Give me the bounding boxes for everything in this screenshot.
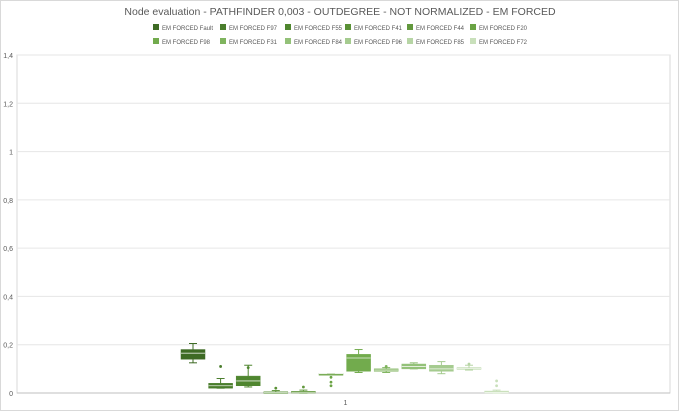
box-series (456, 362, 482, 371)
y-tick-label: 0,8 (3, 198, 13, 205)
box-series (318, 373, 344, 388)
box-body (429, 364, 454, 372)
y-tick-label: 0,4 (3, 294, 13, 301)
legend-swatch (345, 38, 351, 44)
outlier-point (274, 386, 278, 390)
legend-item: EM FORCED F31 (220, 38, 278, 46)
legend-swatch (345, 24, 351, 30)
legend-item: EM FORCED Fault (153, 24, 213, 32)
y-tick-label: 1,4 (3, 53, 13, 60)
box-body (346, 354, 371, 372)
chart-legend: EM FORCED Fault EM FORCED F97 EM FORCED F5… (153, 24, 528, 46)
outlier-point (302, 385, 305, 389)
legend-item: EM FORCED F44 (407, 24, 465, 32)
x-axis: 1 (17, 392, 670, 407)
box-series (346, 349, 371, 373)
legend-item: EM FORCED F72 (470, 38, 528, 46)
legend-label: EM FORCED F44 (416, 26, 465, 32)
box-series-group (180, 343, 509, 394)
legend-item: EM FORCED F84 (285, 38, 343, 46)
box-series (429, 361, 454, 375)
legend-label: EM FORCED F84 (294, 40, 343, 46)
legend-swatch (407, 38, 413, 44)
box-series (235, 364, 261, 388)
legend-item: EM FORCED F97 (220, 24, 278, 32)
legend-swatch (153, 24, 159, 30)
chart-title: Node evaluation - PATHFINDER 0,003 - OUT… (124, 6, 556, 18)
outlier-point (219, 365, 223, 368)
legend-label: EM FORCED F31 (229, 40, 278, 46)
box-series (401, 362, 427, 370)
legend-label: EM FORCED F41 (354, 26, 403, 32)
legend-item: EM FORCED F20 (470, 24, 528, 32)
legend-label: EM FORCED F97 (229, 26, 278, 32)
plot-frame-border (16, 54, 671, 394)
legend-swatch (285, 24, 291, 30)
box-body (180, 349, 206, 360)
box-body (484, 390, 509, 394)
legend-swatch (285, 38, 291, 44)
legend-swatch (407, 24, 413, 30)
y-tick-label: 0 (9, 391, 13, 398)
y-tick-label: 0,2 (3, 343, 13, 350)
box-series (263, 386, 289, 394)
outlier-point (329, 384, 333, 388)
legend-label: EM FORCED F55 (294, 26, 343, 32)
legend-item: EM FORCED F41 (345, 24, 403, 32)
box-series (373, 365, 399, 373)
outlier-point (329, 380, 333, 384)
box-series (484, 379, 509, 394)
legend-label: EM FORCED F96 (354, 40, 403, 46)
y-tick-label: 1 (9, 150, 13, 157)
outlier-point (467, 362, 471, 366)
outlier-point (329, 375, 333, 379)
box-series (291, 385, 316, 394)
y-tick-label: 0,6 (3, 246, 13, 253)
outlier-point (495, 379, 498, 383)
legend-swatch (220, 24, 226, 30)
box-series (208, 365, 233, 389)
legend-swatch (220, 38, 226, 44)
legend-item: EM FORCED F55 (285, 24, 343, 32)
y-tick-label: 1,2 (3, 101, 13, 108)
legend-item: EM FORCED F98 (153, 38, 211, 46)
plot-area (16, 54, 671, 394)
y-axis: 0 0,2 0,4 0,6 0,8 1 1,2 1,4 (3, 53, 670, 398)
legend-label: EM FORCED Fault (162, 26, 213, 32)
legend-swatch (470, 24, 476, 30)
legend-label: EM FORCED F72 (479, 40, 528, 46)
legend-item: EM FORCED F85 (407, 38, 465, 46)
x-tick-label: 1 (344, 400, 348, 407)
outlier-point (246, 366, 250, 370)
legend-label: EM FORCED F20 (479, 26, 528, 32)
legend-item: EM FORCED F96 (345, 38, 403, 46)
legend-swatch (153, 38, 159, 44)
outlier-point (384, 365, 388, 368)
outlier-point (495, 384, 498, 388)
legend-swatch (470, 38, 476, 44)
legend-label: EM FORCED F85 (416, 40, 465, 46)
box-series (180, 343, 206, 364)
legend-label: EM FORCED F98 (162, 40, 211, 46)
